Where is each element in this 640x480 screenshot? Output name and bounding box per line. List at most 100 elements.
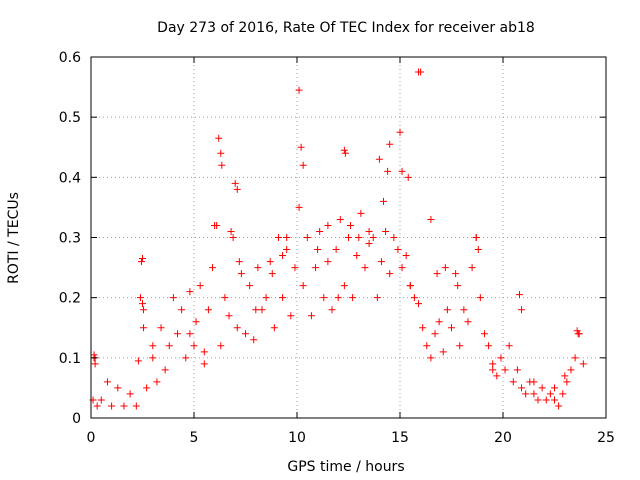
data-point	[297, 143, 305, 151]
data-point	[476, 294, 484, 302]
data-point	[209, 264, 217, 272]
data-point	[161, 366, 169, 374]
data-point	[361, 264, 369, 272]
data-point	[229, 234, 237, 241]
x-tick-label: 25	[597, 430, 615, 446]
data-point	[218, 161, 226, 169]
x-tick-label: 10	[288, 430, 306, 446]
data-point	[474, 246, 482, 254]
data-point	[579, 360, 587, 368]
data-point	[295, 86, 303, 94]
data-point	[279, 294, 287, 302]
data-point	[522, 390, 530, 398]
data-point	[134, 357, 142, 365]
data-point	[231, 179, 239, 187]
data-point	[126, 390, 134, 398]
data-point	[211, 221, 219, 229]
data-point	[295, 203, 303, 211]
data-point	[347, 221, 355, 229]
data-point	[345, 234, 352, 241]
data-point	[307, 312, 315, 320]
data-point	[538, 384, 546, 392]
data-point	[456, 342, 464, 350]
data-point	[435, 318, 443, 326]
data-point	[287, 312, 295, 320]
y-tick-label: 0.3	[59, 231, 81, 247]
data-point	[573, 327, 581, 335]
data-point	[200, 360, 208, 368]
data-point	[149, 354, 157, 362]
data-point	[299, 161, 307, 169]
data-point	[384, 167, 392, 175]
data-point	[513, 366, 521, 374]
data-point	[324, 221, 332, 229]
data-point	[215, 134, 223, 142]
data-point	[431, 330, 439, 338]
data-point	[157, 324, 165, 332]
data-point	[365, 227, 373, 235]
data-point	[204, 306, 212, 314]
y-tick-label: 0.4	[59, 170, 81, 186]
x-tick-label: 5	[190, 430, 199, 446]
data-point	[386, 270, 394, 278]
x-tick-label: 20	[494, 430, 512, 446]
data-point	[423, 342, 431, 350]
data-point	[217, 149, 225, 157]
y-tick-label: 0.2	[59, 291, 81, 307]
data-point	[258, 306, 266, 314]
data-point	[419, 324, 427, 332]
data-point	[390, 234, 398, 241]
data-point	[132, 402, 140, 410]
data-point	[262, 294, 270, 302]
data-point	[153, 378, 161, 386]
data-point	[454, 282, 462, 290]
data-point	[246, 282, 254, 290]
data-point	[518, 306, 526, 314]
data-point	[386, 140, 394, 148]
data-point	[340, 282, 348, 290]
data-point	[120, 402, 128, 410]
data-point	[341, 149, 349, 157]
data-point	[439, 348, 447, 356]
data-point	[114, 384, 122, 392]
data-point	[353, 252, 361, 260]
data-point	[303, 234, 311, 241]
data-point	[518, 384, 526, 392]
data-point	[108, 402, 116, 410]
data-point	[402, 252, 410, 260]
data-point	[542, 396, 550, 404]
data-point	[530, 390, 538, 398]
data-point	[149, 342, 157, 350]
data-point	[225, 312, 233, 320]
data-point	[140, 306, 148, 314]
data-point	[472, 234, 480, 241]
data-point	[394, 246, 402, 254]
data-point	[497, 354, 505, 362]
y-tick-label: 0.5	[59, 110, 81, 126]
data-point	[551, 396, 558, 404]
data-point	[377, 258, 385, 266]
data-point	[320, 294, 328, 302]
chart-title: Day 273 of 2016, Rate Of TEC Index for r…	[157, 20, 535, 36]
data-point	[427, 215, 435, 223]
data-point	[382, 227, 390, 235]
data-point	[169, 294, 177, 302]
data-point	[433, 270, 441, 278]
data-point	[174, 330, 182, 338]
data-point	[200, 348, 208, 356]
data-point	[375, 155, 383, 163]
data-point	[515, 291, 523, 299]
data-point	[546, 390, 554, 398]
data-point	[406, 282, 414, 290]
data-point	[485, 342, 493, 350]
data-point	[217, 342, 225, 350]
data-point	[349, 294, 357, 302]
data-point	[237, 270, 245, 278]
data-point	[369, 234, 377, 241]
data-point	[316, 227, 324, 235]
data-point	[340, 146, 348, 154]
data-point	[250, 336, 258, 344]
data-point	[299, 282, 307, 290]
data-point	[448, 324, 455, 332]
data-point	[182, 354, 190, 362]
